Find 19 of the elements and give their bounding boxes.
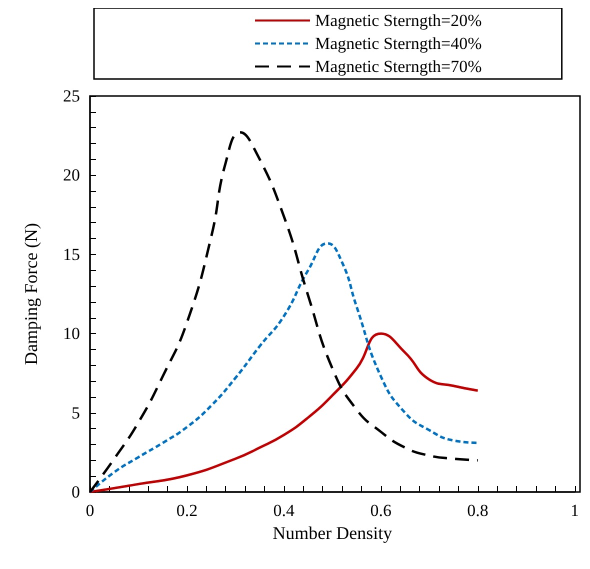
- y-tick-label: 25: [63, 86, 80, 106]
- x-tick-label: 0.4: [273, 501, 296, 520]
- line-series: [88, 332, 480, 494]
- y-tick-label: 10: [63, 324, 80, 344]
- y-tick-label: 15: [63, 244, 80, 264]
- y-tick-label: 0: [72, 482, 80, 502]
- y-tick-label: 20: [63, 166, 80, 185]
- x-tick-label: 1: [570, 501, 579, 520]
- x-axis-title: Number Density: [272, 522, 392, 543]
- y-axis-title: Damping Force (N): [21, 223, 41, 365]
- legend-label: Magnetic Sterngth=40%: [315, 34, 482, 53]
- x-tick-label: 0.8: [467, 501, 488, 520]
- legend-label: Magnetic Sterngth=70%: [315, 57, 482, 76]
- x-tick-label: 0.2: [176, 501, 198, 520]
- line-series: [88, 242, 480, 494]
- x-tick-label: 0.6: [370, 501, 392, 520]
- x-tick-label: 0: [86, 501, 94, 520]
- legend-label: Magnetic Sterngth=20%: [315, 11, 482, 30]
- y-tick-label: 5: [72, 403, 80, 422]
